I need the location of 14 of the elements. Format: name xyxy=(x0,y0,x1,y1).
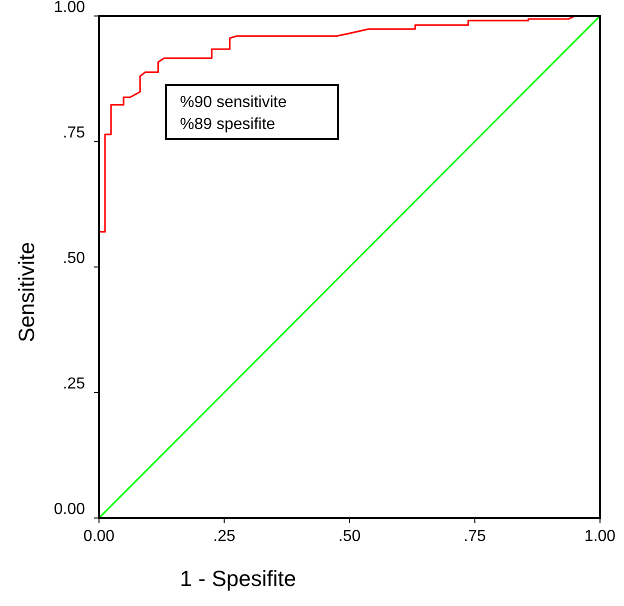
x-tick-label: .25 xyxy=(213,528,236,545)
x-tick-label: .75 xyxy=(464,528,486,545)
y-tick-label: .25 xyxy=(62,376,86,392)
y-axis-title: Sensitivite xyxy=(14,242,39,342)
x-tick-label: .50 xyxy=(338,528,361,545)
y-tick-label: .50 xyxy=(62,250,86,267)
y-tick-label: 1.00 xyxy=(54,0,86,16)
x-axis-title: 1 - Spesifite xyxy=(180,566,296,591)
x-tick-label: 0.00 xyxy=(83,528,115,545)
annotation: %90 sensitivite xyxy=(180,94,287,111)
y-tick-label: .75 xyxy=(62,124,86,142)
annotation: %89 spesifite xyxy=(180,116,276,133)
y-tick-label: 0.00 xyxy=(54,501,86,518)
x-tick-label: 1.00 xyxy=(584,528,616,545)
